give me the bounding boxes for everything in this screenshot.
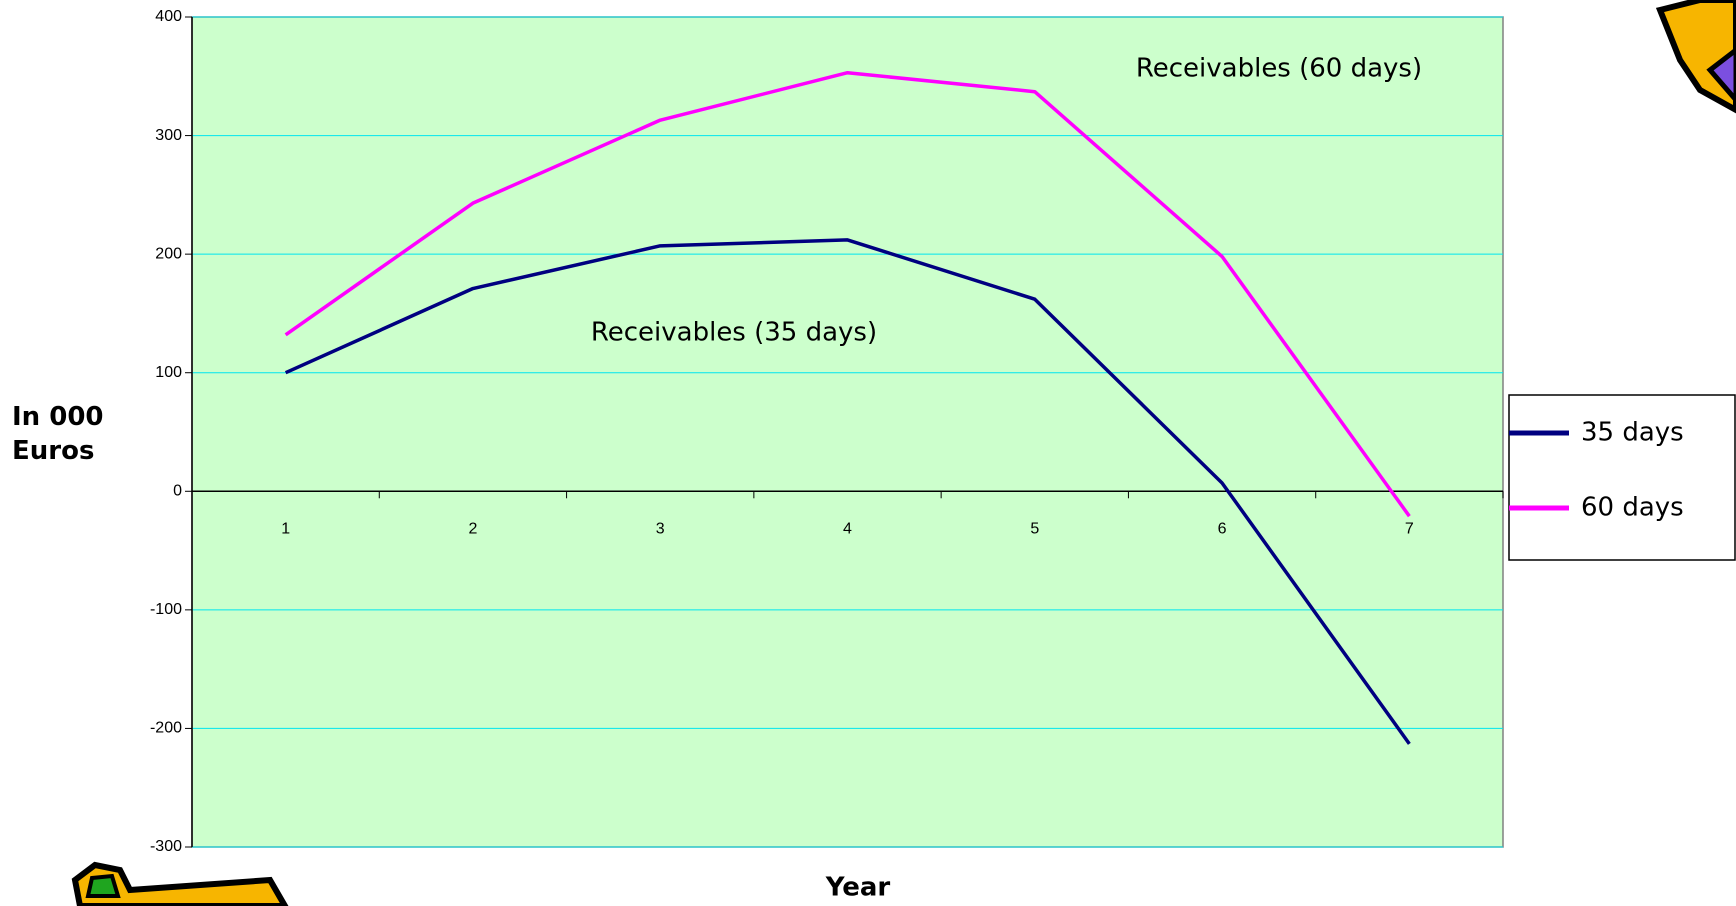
legend-label: 60 days xyxy=(1581,493,1684,523)
x-axis-title: Year xyxy=(825,873,891,903)
annotation: Receivables (35 days) xyxy=(591,318,877,348)
series-line xyxy=(284,70,1411,518)
y-tick-label: 0 xyxy=(173,483,182,500)
legend-label: 35 days xyxy=(1581,418,1684,448)
y-tick-label: -300 xyxy=(150,838,182,855)
clipart-bottom xyxy=(71,861,289,906)
y-tick-label: 200 xyxy=(155,245,182,262)
annotation: Receivables (60 days) xyxy=(1136,54,1422,84)
x-tick-label: 2 xyxy=(468,521,477,538)
clipart-top xyxy=(1655,0,1736,114)
y-tick-label: -200 xyxy=(150,720,182,737)
x-tick-label: 3 xyxy=(656,521,665,538)
x-tick-label: 5 xyxy=(1030,521,1039,538)
plot-area xyxy=(191,16,1504,848)
x-tick-label: 1 xyxy=(281,521,290,538)
x-tick-label: 6 xyxy=(1218,521,1227,538)
x-tick-label: 4 xyxy=(843,521,852,538)
y-tick-label: -100 xyxy=(150,601,182,618)
legend-box xyxy=(1508,394,1736,561)
series-line xyxy=(284,238,1411,745)
y-axis-title: In 000 Euros xyxy=(12,402,104,466)
y-tick-label: 400 xyxy=(155,8,182,25)
y-tick-label: 100 xyxy=(155,364,182,381)
x-tick-label: 7 xyxy=(1405,521,1414,538)
y-tick-label: 300 xyxy=(155,127,182,144)
